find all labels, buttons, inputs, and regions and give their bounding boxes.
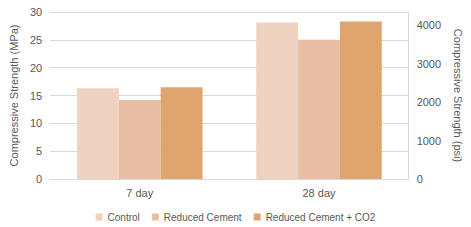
svg-text:30: 30: [30, 6, 42, 18]
svg-text:25: 25: [30, 34, 42, 46]
svg-text:2000: 2000: [417, 96, 441, 108]
svg-text:10: 10: [30, 117, 42, 129]
svg-text:Reduced Cement + CO2: Reduced Cement + CO2: [266, 212, 376, 223]
svg-text:0: 0: [36, 173, 42, 185]
svg-text:Compressive Strength (MPa): Compressive Strength (MPa): [8, 25, 20, 167]
svg-text:5: 5: [36, 145, 42, 157]
svg-text:0: 0: [417, 173, 423, 185]
svg-text:Reduced Cement: Reduced Cement: [164, 212, 242, 223]
svg-text:Compressive Strength (psi): Compressive Strength (psi): [452, 29, 464, 162]
svg-text:15: 15: [30, 90, 42, 102]
svg-text:7 day: 7 day: [126, 187, 153, 199]
svg-text:Control: Control: [108, 212, 140, 223]
svg-text:28 day: 28 day: [302, 187, 336, 199]
svg-text:1000: 1000: [417, 135, 441, 147]
svg-text:4000: 4000: [417, 19, 441, 31]
svg-text:3000: 3000: [417, 58, 441, 70]
svg-text:20: 20: [30, 62, 42, 74]
